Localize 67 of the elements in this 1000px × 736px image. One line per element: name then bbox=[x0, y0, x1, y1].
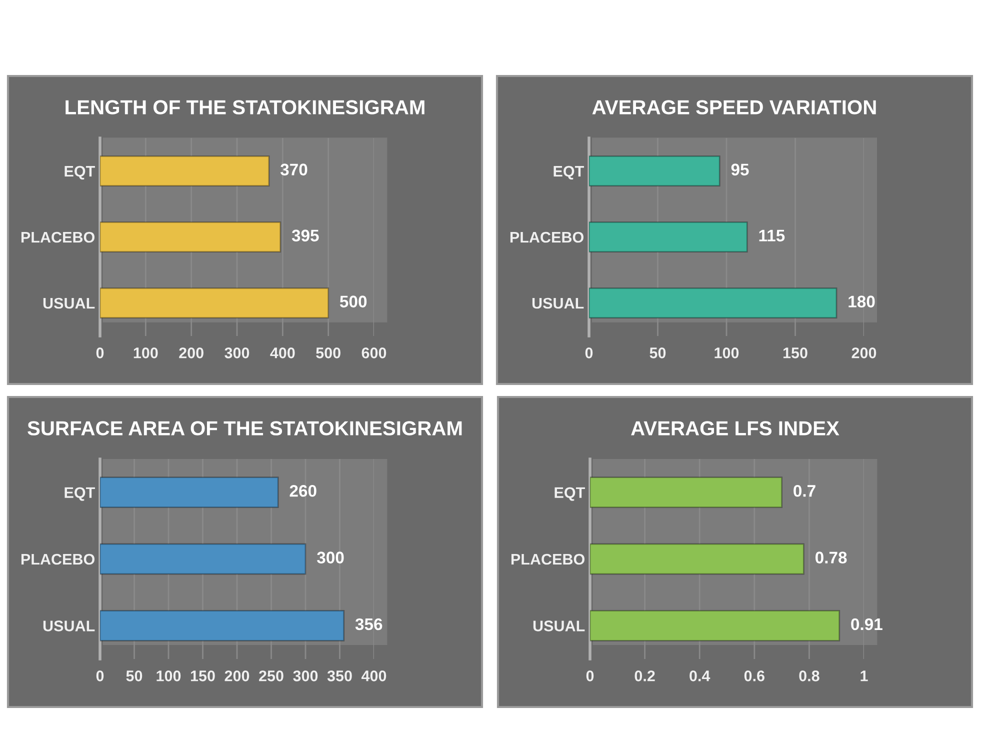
x-tick-label: 0.6 bbox=[744, 670, 764, 682]
data-label: 370 bbox=[280, 164, 308, 176]
bar bbox=[100, 610, 345, 642]
x-tick-label: 600 bbox=[362, 348, 386, 358]
y-tick-label: USUAL bbox=[533, 620, 585, 632]
y-tick-label: EQT bbox=[554, 166, 584, 180]
chart-title: LENGTH OF THE STATOKINESIGRAM bbox=[66, 100, 424, 114]
x-tick-label: 400 bbox=[270, 348, 295, 358]
data-label: 0.78 bbox=[815, 552, 847, 564]
x-tick-label: 0.4 bbox=[690, 670, 710, 682]
data-label: 500 bbox=[340, 296, 367, 308]
bar bbox=[100, 155, 270, 187]
x-tick-label: 350 bbox=[327, 670, 352, 682]
x-tick-label: 200 bbox=[224, 670, 250, 682]
bar bbox=[100, 287, 330, 319]
bar bbox=[100, 543, 306, 575]
y-tick-label: PLACEBO bbox=[21, 232, 94, 243]
bar bbox=[589, 155, 720, 187]
y-tick-label: EQT bbox=[64, 166, 95, 180]
bar bbox=[590, 543, 804, 575]
data-label: 180 bbox=[848, 296, 875, 308]
data-label: 260 bbox=[290, 485, 316, 497]
x-tick-label: 250 bbox=[259, 670, 284, 682]
x-tick-label: 0.8 bbox=[799, 670, 820, 682]
x-tick-label: 1 bbox=[860, 670, 868, 682]
x-tick-label: 150 bbox=[190, 670, 215, 682]
x-tick-label: 300 bbox=[224, 348, 250, 358]
bar bbox=[589, 221, 748, 253]
bar bbox=[100, 221, 282, 253]
x-tick-label: 500 bbox=[316, 348, 340, 358]
y-tick-label: USUAL bbox=[43, 620, 95, 632]
x-tick-label: 0 bbox=[586, 670, 594, 682]
y-tick-label: EQT bbox=[64, 487, 95, 501]
x-tick-label: 50 bbox=[126, 670, 142, 682]
bar bbox=[590, 610, 840, 642]
x-tick-label: 100 bbox=[156, 670, 181, 682]
data-label: 356 bbox=[355, 618, 382, 630]
y-tick-label: USUAL bbox=[532, 298, 584, 309]
data-label: 300 bbox=[316, 552, 344, 564]
data-label: 95 bbox=[731, 164, 749, 176]
data-label: 115 bbox=[759, 230, 785, 242]
data-label: 0.91 bbox=[851, 618, 882, 630]
x-tick-label: 0 bbox=[96, 670, 104, 682]
x-tick-label: 0 bbox=[585, 348, 593, 358]
x-tick-label: 100 bbox=[714, 348, 739, 358]
data-label: 395 bbox=[292, 230, 319, 242]
y-tick-label: PLACEBO bbox=[511, 554, 584, 565]
x-tick-label: 0.2 bbox=[634, 670, 655, 682]
x-tick-label: 200 bbox=[179, 348, 204, 358]
chart-title: SURFACE AREA OF THE STATOKINESIGRAM bbox=[28, 421, 462, 436]
x-tick-label: 150 bbox=[783, 348, 808, 358]
y-tick-label: USUAL bbox=[43, 298, 95, 309]
chart-title: AVERAGE LFS INDEX bbox=[631, 421, 840, 436]
y-tick-label: PLACEBO bbox=[21, 554, 94, 565]
x-tick-label: 100 bbox=[134, 348, 158, 358]
x-tick-label: 300 bbox=[293, 670, 318, 682]
bar bbox=[100, 476, 279, 508]
x-tick-label: 50 bbox=[650, 348, 666, 358]
bar bbox=[590, 476, 782, 508]
x-tick-label: 200 bbox=[852, 348, 876, 358]
y-tick-label: EQT bbox=[554, 487, 585, 501]
x-tick-label: 400 bbox=[361, 670, 386, 682]
data-label: 0.7 bbox=[794, 485, 816, 497]
x-tick-label: 0 bbox=[96, 348, 104, 358]
chart-title: AVERAGE SPEED VARIATION bbox=[592, 100, 876, 114]
bar bbox=[589, 287, 838, 319]
y-tick-label: PLACEBO bbox=[510, 232, 584, 243]
